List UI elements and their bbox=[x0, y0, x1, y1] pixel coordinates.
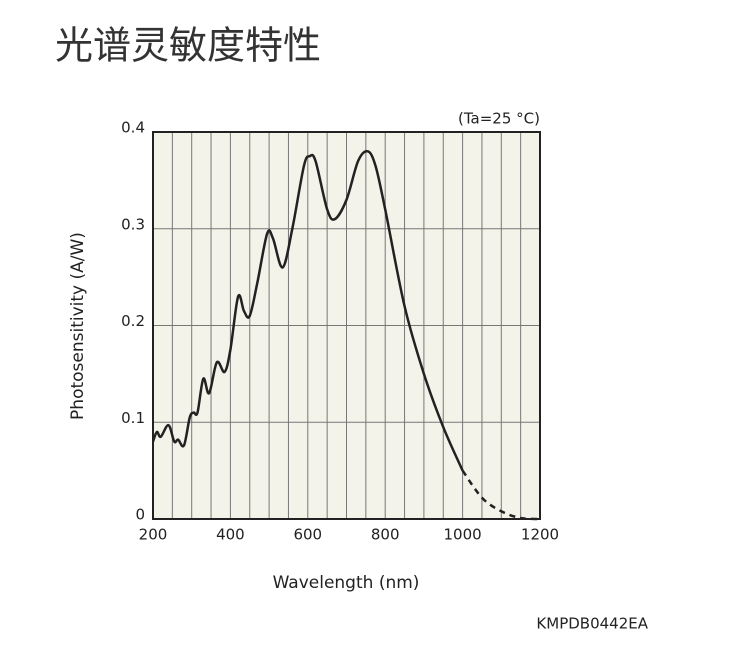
data-line bbox=[151, 149, 464, 472]
footer-code: KMPDB0442EA bbox=[536, 615, 648, 633]
y-axis-title: Photosensitivity (A/W) bbox=[68, 232, 88, 420]
data-line bbox=[461, 469, 541, 521]
y-tick-label: 0.4 bbox=[121, 119, 145, 137]
chart-title: 光谱灵敏度特性 bbox=[55, 24, 321, 68]
x-tick-label: 800 bbox=[371, 526, 400, 544]
y-tick-label: 0.1 bbox=[121, 409, 145, 427]
x-tick-label: 600 bbox=[293, 526, 322, 544]
x-tick-label: 1200 bbox=[521, 526, 559, 544]
annotation: (Ta=25 °C) bbox=[458, 110, 540, 128]
plot-frame bbox=[152, 131, 541, 520]
x-axis-title: Wavelength (nm) bbox=[273, 573, 420, 593]
y-tick-label: 0 bbox=[135, 506, 145, 524]
x-tick-label: 200 bbox=[139, 526, 168, 544]
y-tick-label: 0.3 bbox=[121, 215, 145, 233]
x-tick-label: 1000 bbox=[444, 526, 482, 544]
y-tick-label: 0.2 bbox=[121, 312, 145, 330]
x-tick-label: 400 bbox=[216, 526, 245, 544]
